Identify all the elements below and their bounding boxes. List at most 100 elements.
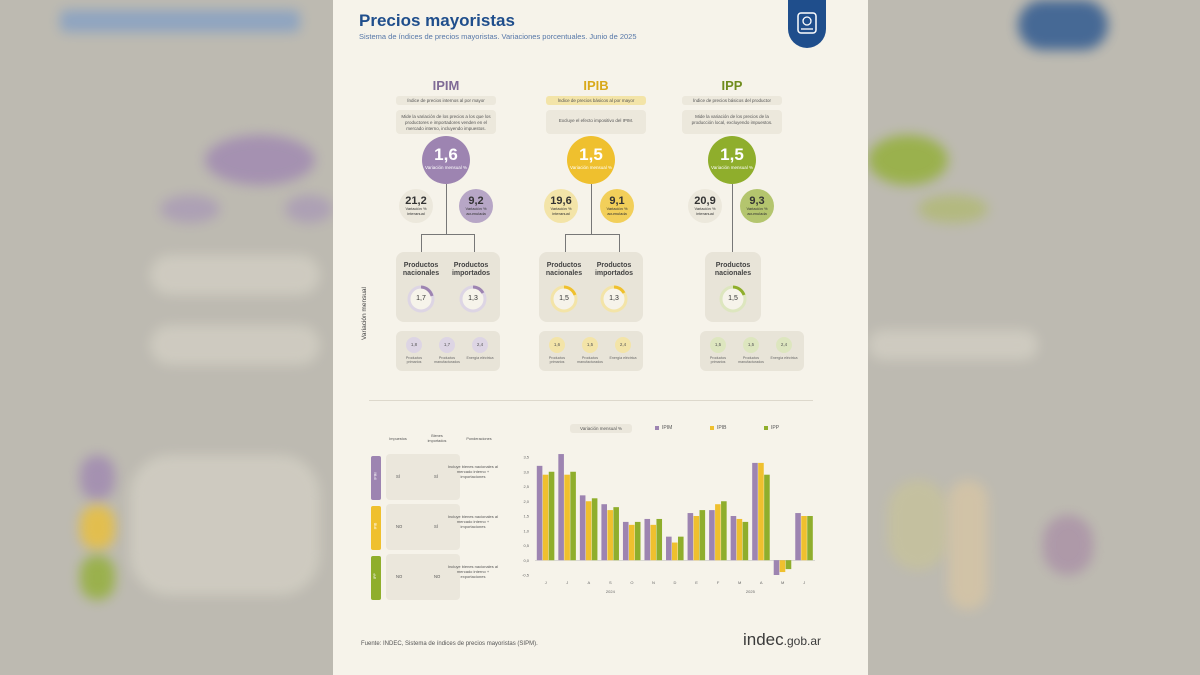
bar-ipim — [644, 518, 651, 561]
bar-ipib — [715, 504, 721, 561]
bar-ipp — [742, 521, 749, 561]
ipp-sub-1-label: Productos manufacturados — [738, 356, 764, 365]
x-tick-label: J — [803, 580, 805, 585]
page-title: Precios mayoristas — [359, 11, 515, 30]
indec-logo: indec.gob.ar — [743, 630, 821, 649]
bar-ipib — [801, 516, 807, 561]
bar-ipim — [773, 560, 780, 575]
legend-ipib: IPIB — [710, 425, 726, 431]
legend-ipim: IPIM — [655, 425, 672, 431]
bar-ipib — [736, 518, 743, 561]
ipib-sub-0-label: Productos primarios — [548, 356, 566, 365]
ipib-product-0-label: Productos nacionales — [545, 262, 583, 278]
page-subtitle: Sistema de índices de precios mayoristas… — [359, 32, 637, 41]
bar-ipim — [558, 454, 564, 561]
ipib-product-0-ring — [550, 285, 578, 313]
ipim-sub-2-label: Energía eléctrica — [466, 356, 494, 360]
bar-ipim — [601, 504, 607, 561]
ipp-heading: IPP — [721, 78, 743, 93]
ipp-description: Mide la variación de los precios de la p… — [682, 110, 782, 134]
x-tick-label: N — [652, 580, 655, 585]
ipim-product-0-ring — [407, 285, 435, 313]
ipp-monthly-value: 1,5 — [720, 145, 744, 164]
ipim-sub-1-label: Productos manufacturados — [434, 356, 460, 365]
column-ipp: IPP Índice de precios básicos del produc… — [676, 78, 788, 134]
bar-ipp — [634, 521, 641, 561]
ipp-product-0-value: 1,5 — [728, 295, 738, 302]
table-tag-ipp: IPP — [371, 556, 381, 600]
ipp-sub-2-value: 2,4 — [776, 337, 792, 353]
ipp-sub-1-value: 1,5 — [743, 337, 759, 353]
year-label: 2024 — [606, 589, 616, 594]
source-note: Fuente: INDEC, Sistema de índices de pre… — [361, 641, 538, 647]
background-blur-left — [0, 0, 333, 675]
x-tick-label: O — [630, 580, 633, 585]
x-tick-label: A — [588, 580, 591, 585]
ipim-yoy-value: 21,2 — [405, 195, 427, 207]
ipp-yoy-label: Variación % interanual — [694, 206, 716, 216]
table-tag-ipib: IPIB — [371, 506, 381, 550]
section-divider — [369, 400, 813, 401]
bar-ipp — [570, 471, 576, 561]
ipim-product-1-label: Productos importados — [451, 262, 491, 278]
ipim-product-0-value: 1,7 — [416, 295, 426, 302]
ipib-acc-circle: 9,1 Variación % acumulada — [600, 189, 634, 223]
column-ipib: IPIB Índice de precios básicos al por ma… — [540, 78, 652, 134]
legend-ipp: IPP — [764, 425, 779, 431]
ipp-monthly-circle: 1,5 Variación mensual % — [708, 136, 756, 184]
y-tick-label: 0,5 — [523, 543, 529, 548]
bar-ipp — [591, 498, 598, 561]
ipib-sub-0-value: 1,6 — [549, 337, 565, 353]
ipim-products-box — [396, 252, 500, 322]
ipp-yoy-circle: 20,9 Variación % interanual — [688, 189, 722, 223]
bar-ipp — [677, 536, 684, 561]
y-tick-label: 1,0 — [523, 528, 529, 533]
bar-ipp — [764, 474, 770, 561]
background-blur-right — [868, 0, 1200, 675]
year-label: 2025 — [746, 589, 756, 594]
ipp-yoy-value: 20,9 — [694, 195, 716, 207]
price-tag-icon — [797, 12, 817, 34]
table-header-impuestos: Impuestos — [389, 437, 407, 441]
bar-ipp — [785, 560, 792, 570]
ipib-monthly-label: Variación mensual % — [570, 165, 612, 170]
bar-ipib — [779, 560, 786, 573]
ipib-heading: IPIB — [583, 78, 609, 93]
chart-legend-title: Variación mensual % — [570, 424, 632, 433]
ipp-sub-0-value: 1,5 — [710, 337, 726, 353]
ipim-monthly-value: 1,6 — [434, 145, 458, 164]
x-tick-label: D — [674, 580, 677, 585]
ipib-subtitle: Índice de precios básicos al por mayor — [546, 96, 646, 105]
ipib-product-1-label: Productos importados — [594, 262, 634, 278]
table-row-desc: Incluye bienes nacionales al mercado int… — [447, 514, 499, 529]
bar-ipib — [564, 474, 570, 561]
vertical-axis-label: Variación mensual — [361, 287, 368, 340]
table-row: NO SÍ — [386, 504, 460, 550]
ipim-sub-0-label: Productos primarios — [405, 356, 423, 365]
monthly-variation-chart: -0,5 0,0 0,5 1,0 1,5 2,0 2,5 3,0 3,5 J J A S O N D E F M A M… — [522, 454, 815, 594]
ipib-sub-1-value: 1,5 — [582, 337, 598, 353]
ipib-product-1-value: 1,3 — [609, 295, 619, 302]
ipp-subtitle: Índice de precios básicos del productor — [682, 96, 782, 105]
ipim-product-1-ring — [459, 285, 487, 313]
infographic-poster: Precios mayoristas Sistema de índices de… — [333, 0, 868, 675]
ipp-monthly-label: Variación mensual % — [711, 165, 753, 170]
x-tick-label: E — [695, 580, 698, 585]
bar-ipp — [721, 501, 727, 561]
bar-ipib — [693, 516, 700, 561]
ipim-yoy-circle: 21,2 Variación % interanual — [399, 189, 433, 223]
ipib-acc-value: 9,1 — [609, 195, 625, 207]
x-tick-label: M — [781, 580, 784, 585]
ipib-sub-2-value: 2,4 — [615, 337, 631, 353]
ipib-yoy-value: 19,6 — [550, 195, 572, 207]
x-tick-label: A — [760, 580, 763, 585]
x-tick-label: J — [566, 580, 568, 585]
ipim-monthly-circle: 1,6 Variación mensual % — [422, 136, 470, 184]
bar-ipp — [656, 518, 663, 561]
bar-ipib — [628, 524, 635, 561]
bar-ipib — [542, 474, 549, 561]
ipim-monthly-label: Variación mensual % — [425, 165, 467, 170]
bar-ipib — [585, 501, 592, 561]
ipib-yoy-circle: 19,6 Variación % interanual — [544, 189, 578, 223]
y-tick-label: 2,5 — [523, 484, 529, 489]
